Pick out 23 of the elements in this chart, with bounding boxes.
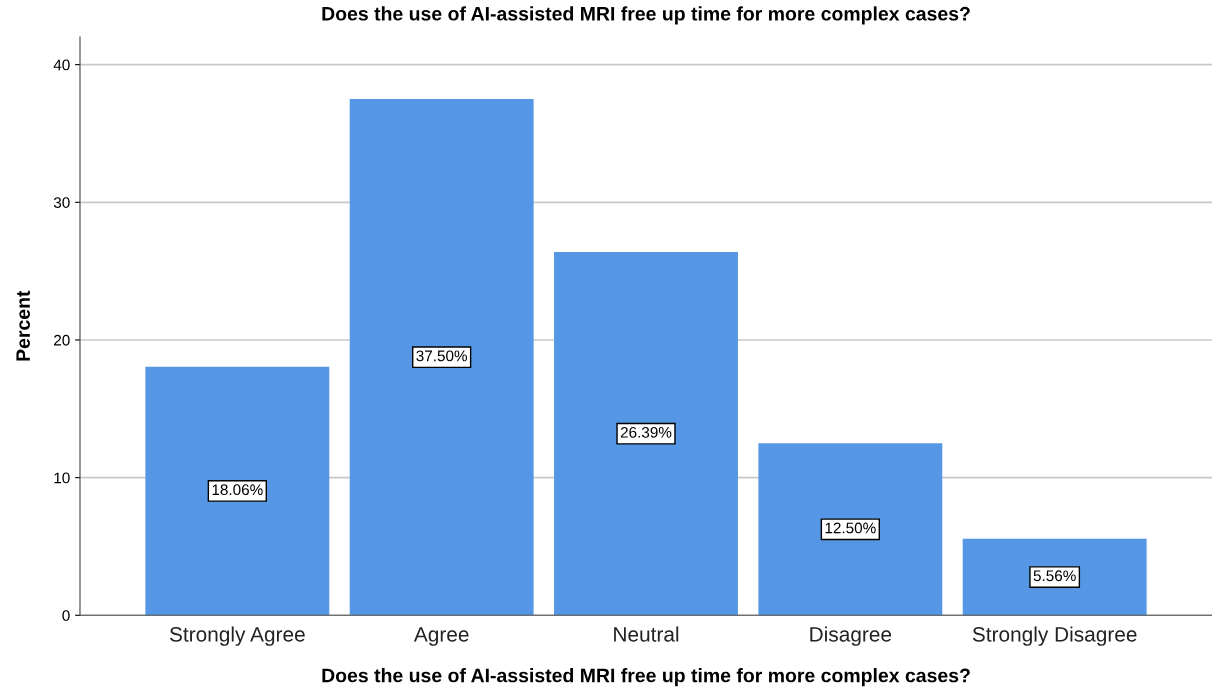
x-tick-label: Disagree	[810, 626, 892, 646]
bar	[349, 99, 534, 616]
bar	[962, 538, 1147, 616]
data-label: 37.50%	[416, 350, 468, 362]
chart-title: Does the use of AI-assisted MRI free up time for more complex cases?	[322, 6, 970, 25]
x-tick-label: Neutral	[614, 626, 679, 642]
x-tick-label: Agree	[413, 627, 469, 646]
y-tick-label: 40	[53, 59, 70, 71]
y-tick-label: 0	[62, 610, 70, 621]
data-label: 5.56%	[1033, 570, 1076, 582]
x-axis-title: Does the use of AI-assisted MRI free up time for more complex cases?	[322, 668, 970, 687]
data-label: 18.06%	[212, 484, 263, 496]
x-tick-label: Strongly Agree	[169, 626, 305, 646]
bar	[554, 252, 738, 616]
data-label: 12.50%	[825, 522, 876, 534]
bar	[145, 366, 330, 616]
y-axis-title: Percent	[16, 290, 30, 361]
x-tick-label: Strongly Disagree	[972, 626, 1137, 646]
y-tick-label: 20	[54, 334, 70, 346]
y-tick-label: 30	[53, 197, 70, 208]
y-tick-label: 10	[54, 472, 70, 484]
bar	[758, 443, 943, 616]
data-label: 26.39%	[620, 426, 672, 438]
